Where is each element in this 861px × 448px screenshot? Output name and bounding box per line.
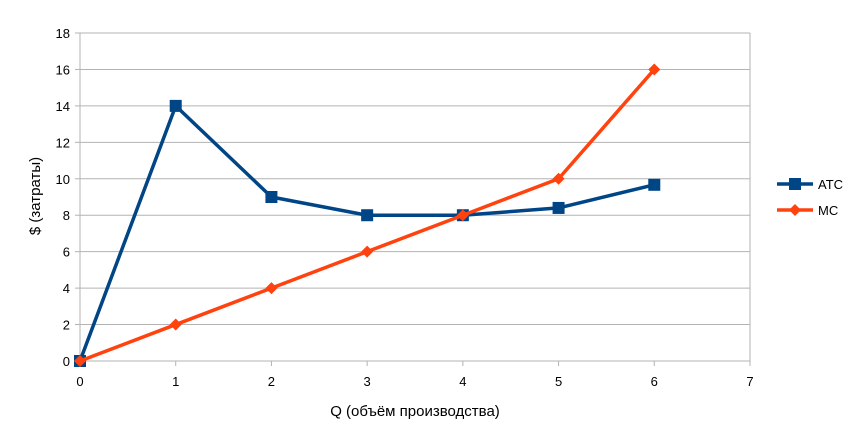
x-tick-label: 1 [172, 374, 179, 389]
x-tick-label: 2 [268, 374, 275, 389]
x-axis-title: Q (объём производства) [330, 403, 500, 420]
atc-point [648, 178, 661, 191]
legend-marker-atc [789, 178, 801, 190]
y-tick-label: 10 [56, 172, 70, 187]
mc-point [74, 355, 86, 367]
y-tick-label: 6 [63, 245, 70, 260]
x-tick-label: 7 [746, 374, 753, 389]
y-tick-label: 12 [56, 135, 70, 150]
series-atc [74, 99, 661, 367]
atc-point [169, 99, 182, 112]
y-tick-label: 18 [56, 26, 70, 41]
atc-point [361, 209, 374, 222]
x-tick-label: 4 [459, 374, 466, 389]
legend-label-mc: MC [818, 203, 838, 218]
mc-point [552, 172, 565, 185]
y-tick-label: 0 [63, 354, 70, 369]
y-tick-label: 16 [56, 62, 70, 77]
atc-point [265, 191, 278, 203]
y-axis-title: $ (затраты) [27, 157, 44, 235]
legend: ATC MC [777, 177, 843, 218]
mc-point [648, 63, 661, 76]
legend-item-atc: ATC [777, 177, 843, 192]
y-tick-label: 8 [63, 208, 70, 223]
atc-point [552, 201, 565, 214]
plot-series [74, 63, 661, 367]
y-tick-label: 14 [56, 99, 70, 114]
x-tick-label: 3 [364, 374, 371, 389]
mc-point [265, 282, 278, 295]
mc-point [456, 209, 469, 222]
y-tick-label: 2 [63, 318, 70, 333]
legend-label-atc: ATC [818, 177, 843, 192]
y-tick-label: 4 [63, 281, 70, 296]
x-tick-label: 0 [76, 374, 83, 389]
x-tick-label: 5 [555, 374, 562, 389]
mc-point [361, 245, 374, 258]
legend-item-mc: MC [777, 203, 838, 218]
gridlines [80, 32, 750, 362]
atc-line [78, 104, 655, 362]
mc-point [169, 318, 182, 331]
legend-marker-mc [789, 204, 801, 216]
x-tick-label: 6 [651, 374, 658, 389]
series-mc [74, 63, 661, 367]
